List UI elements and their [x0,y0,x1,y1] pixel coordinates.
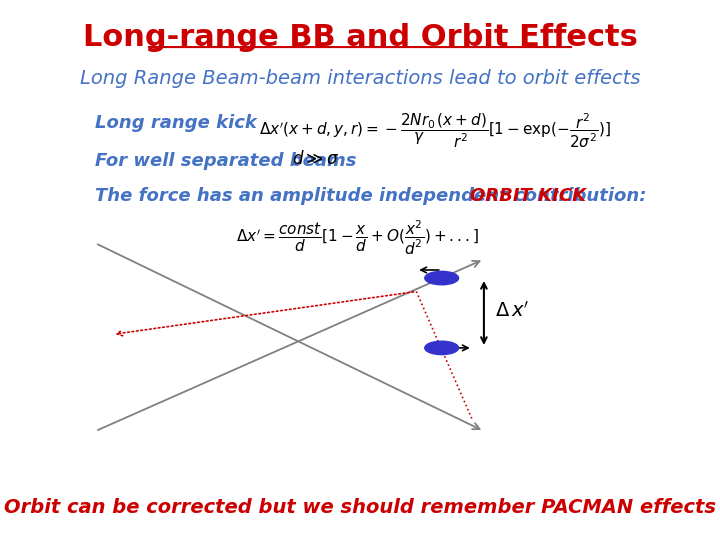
Text: Long range kick: Long range kick [95,114,257,132]
Ellipse shape [425,271,459,285]
Text: $\Delta x' = \dfrac{\mathit{const}}{d}[1 - \dfrac{x}{d} + O(\dfrac{x^2}{d^2}) + : $\Delta x' = \dfrac{\mathit{const}}{d}[1… [236,219,479,257]
Text: $d \gg \sigma$: $d \gg \sigma$ [292,150,340,168]
Text: $\Delta x'(x+d,y,r) = -\dfrac{2Nr_0}{\gamma}\dfrac{(x+d)}{r^2}[1 - \exp(-\dfrac{: $\Delta x'(x+d,y,r) = -\dfrac{2Nr_0}{\ga… [258,112,611,150]
Text: Long-range BB and Orbit Effects: Long-range BB and Orbit Effects [83,23,637,52]
Text: Orbit can be corrected but we should remember PACMAN effects: Orbit can be corrected but we should rem… [4,498,716,517]
Text: The force has an amplitude independent contribution:: The force has an amplitude independent c… [95,187,653,205]
Text: Long Range Beam-beam interactions lead to orbit effects: Long Range Beam-beam interactions lead t… [80,69,640,87]
Text: ORBIT KICK: ORBIT KICK [470,187,586,205]
Ellipse shape [425,341,459,355]
Text: $\Delta\, x'$: $\Delta\, x'$ [495,300,530,320]
Text: For well separated beams: For well separated beams [95,152,357,170]
